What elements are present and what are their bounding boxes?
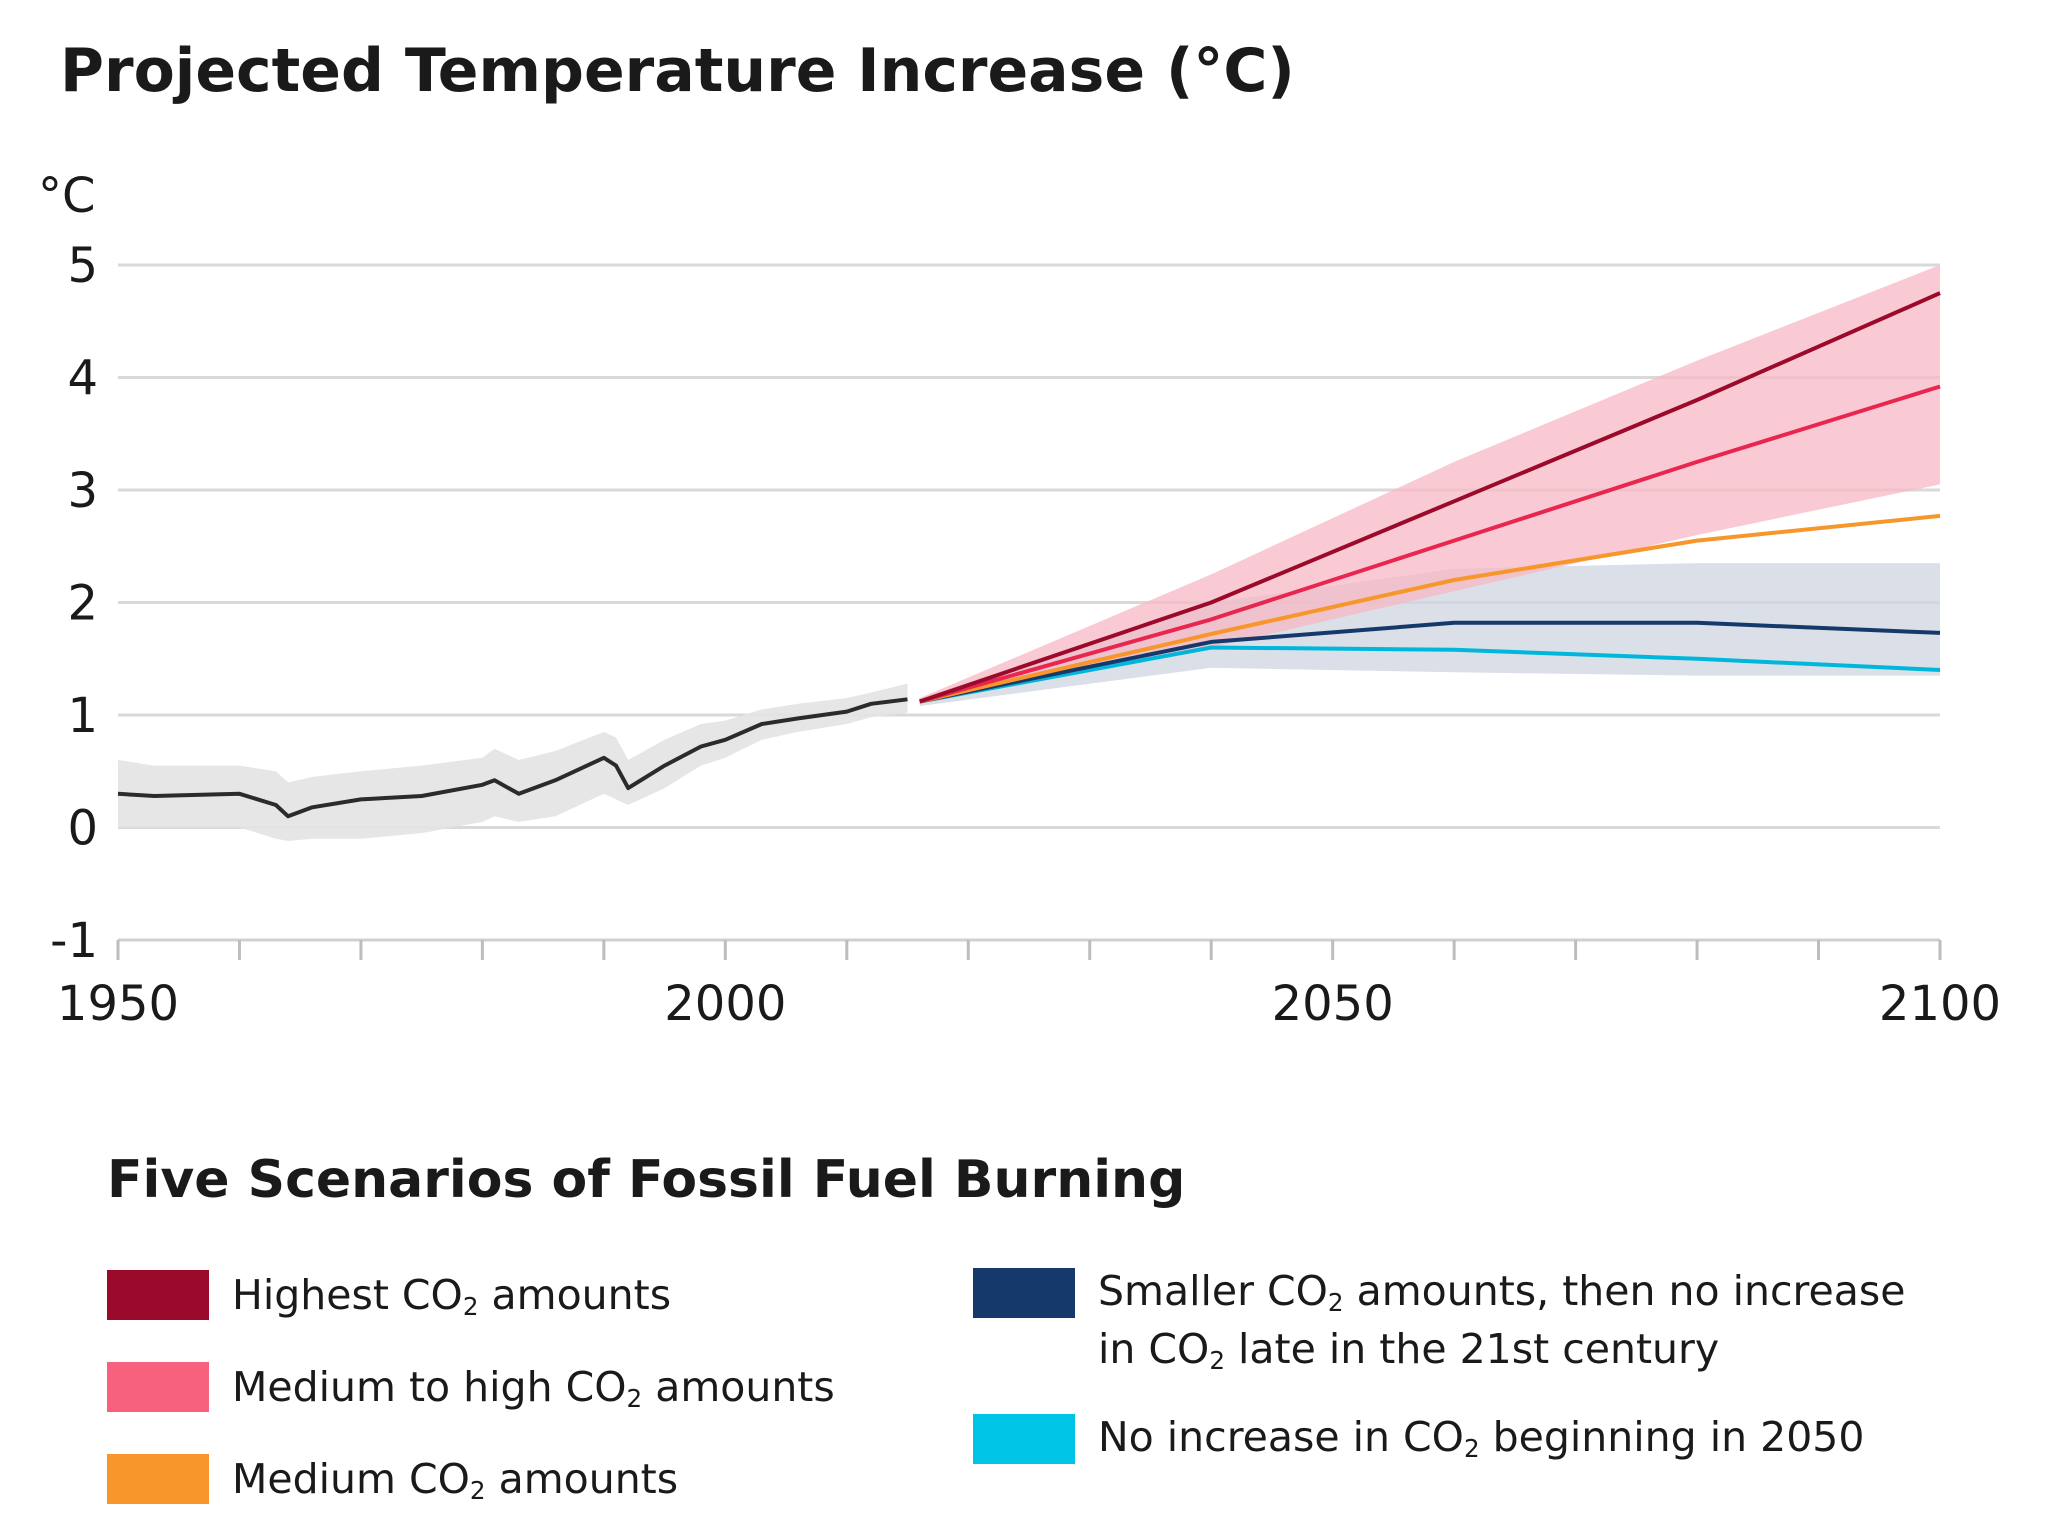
legend-label-text: amounts: [642, 1363, 835, 1411]
x-tick-label: 2000: [664, 976, 786, 1032]
x-tick-label: 2050: [1272, 976, 1394, 1032]
legend-label-sub: 2: [1327, 1288, 1344, 1318]
legend-title: Five Scenarios of Fossil Fuel Burning: [107, 1150, 1186, 1210]
legend-swatch: [107, 1454, 209, 1504]
uncertainty-bands: [118, 265, 1940, 841]
y-tick-label: 4: [67, 351, 98, 407]
legend-label: Medium CO2 amounts: [232, 1450, 678, 1508]
x-tick-label: 1950: [57, 976, 179, 1032]
legend-label-text: No increase in CO: [1098, 1413, 1464, 1461]
legend-label-text: Medium CO: [232, 1455, 470, 1503]
legend-label-text: amounts: [485, 1455, 679, 1503]
y-tick-label: 3: [67, 463, 98, 519]
y-tick-label: 2: [67, 576, 98, 632]
axes: -1 0 1 2 3 4 5 °C 1950 2000 2050 2100: [38, 168, 2001, 1032]
legend-label-sub: 2: [1463, 1434, 1480, 1464]
y-tick-label: 1: [67, 688, 98, 744]
chart-title: Projected Temperature Increase (°C): [60, 36, 1295, 106]
legend-swatch: [973, 1268, 1075, 1318]
legend-label-text: Medium to high CO: [232, 1363, 627, 1411]
legend-swatch: [107, 1362, 209, 1412]
legend-label: Smaller CO2 amounts, then no increase: [1098, 1262, 1905, 1320]
scenario-series-line: [919, 291, 1941, 704]
y-tick-label: 5: [67, 238, 98, 294]
legend-label: No increase in CO2 beginning in 2050: [1098, 1408, 1864, 1466]
legend-label: Highest CO2 amounts: [232, 1266, 671, 1324]
scenario-series-line: [919, 620, 1941, 704]
chart-plot: -1 0 1 2 3 4 5 °C 1950 2000 2050 2100: [38, 168, 2001, 1032]
legend-label-sub: 2: [1209, 1346, 1225, 1376]
historical-uncertainty-band: [118, 683, 908, 841]
x-tick-label: 2100: [1879, 976, 2001, 1032]
legend-swatch: [107, 1270, 209, 1320]
projection-uncertainty-band: [919, 265, 1940, 704]
projection-uncertainty-band: [919, 563, 1940, 706]
legend-label-text: beginning in 2050: [1479, 1413, 1865, 1461]
legend-label-text: Smaller CO: [1098, 1267, 1328, 1315]
y-tick-label: 0: [67, 801, 98, 857]
legend-label-sub: 2: [626, 1384, 643, 1414]
y-tick-label: -1: [50, 913, 98, 969]
legend-label-sub: 2: [462, 1292, 479, 1322]
legend-swatch: [973, 1414, 1075, 1464]
legend-label-line2: in CO2 late in the 21st century: [1098, 1320, 1719, 1378]
series-lines: [117, 291, 1941, 819]
legend-label-text: amounts, then no increase: [1343, 1267, 1906, 1315]
legend-label-text: amounts: [478, 1271, 672, 1319]
legend-label: Medium to high CO2 amounts: [232, 1358, 835, 1416]
scenario-series-line: [919, 645, 1941, 704]
legend-label-text: late in the 21st century: [1224, 1325, 1720, 1373]
y-axis-unit: °C: [38, 168, 96, 224]
scenario-series-line: [919, 513, 1941, 704]
legend-label-text: in CO: [1098, 1325, 1210, 1373]
legend-label-sub: 2: [469, 1476, 486, 1506]
legend-label-text: Highest CO: [232, 1271, 463, 1319]
scenario-series-line: [919, 384, 1941, 704]
historical-series-line: [117, 697, 908, 819]
